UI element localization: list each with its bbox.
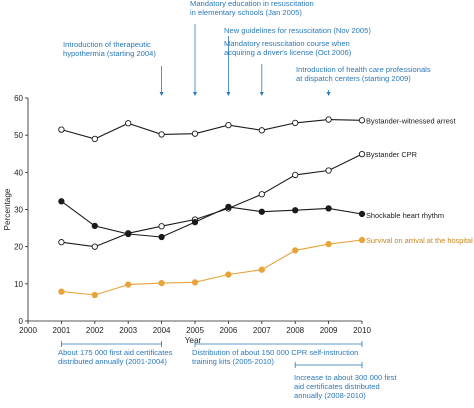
series-label: Bystander-witnessed arrest <box>366 116 456 125</box>
data-point <box>91 243 98 250</box>
x-tick-label: 2003 <box>119 326 137 335</box>
data-point <box>258 266 265 273</box>
data-point <box>158 233 165 241</box>
series-label: Bystander CPR <box>366 150 417 159</box>
data-point <box>292 207 299 214</box>
x-tick-label: 2002 <box>86 326 104 335</box>
data-point <box>292 171 299 179</box>
data-point <box>258 191 265 198</box>
arrow-head <box>193 92 197 96</box>
data-point <box>58 288 65 295</box>
x-axis-title: Year <box>185 336 202 345</box>
series-line <box>61 239 363 296</box>
series-line <box>61 153 363 248</box>
y-axis-title: Percentage <box>3 188 12 230</box>
data-point <box>125 120 132 127</box>
top-annotation-text: Mandatory education in resuscitation <box>190 0 314 8</box>
bottom-annotation-text: distributed annually (2001-2004) <box>58 357 167 366</box>
y-tick-label: 0 <box>19 317 24 326</box>
data-point <box>191 218 199 226</box>
x-tick-label: 2008 <box>286 326 304 335</box>
arrow-head <box>226 92 231 96</box>
chart-series <box>58 116 366 299</box>
x-tick-label: 2007 <box>253 326 271 335</box>
y-tick-label: 30 <box>14 206 23 215</box>
data-point <box>91 135 98 143</box>
data-point <box>91 222 98 230</box>
data-point <box>325 205 332 212</box>
data-point <box>58 198 65 205</box>
bottom-annotation-text: Distribution of about 150 000 CPR self-i… <box>192 348 358 357</box>
bottom-annotation-text: aid certificates distributed <box>294 382 380 391</box>
series-line <box>61 200 363 238</box>
data-point <box>158 279 165 287</box>
data-point <box>125 281 132 288</box>
data-point <box>325 167 332 174</box>
arrow-head <box>159 92 164 96</box>
x-tick-label: 2010 <box>353 326 371 335</box>
y-tick-label: 20 <box>14 243 23 252</box>
data-point <box>325 116 332 123</box>
x-tick-label: 2009 <box>320 326 338 335</box>
data-point <box>225 203 232 211</box>
data-point <box>292 247 299 254</box>
data-point <box>58 239 65 246</box>
y-tick-label: 40 <box>14 168 23 177</box>
data-point <box>358 150 366 158</box>
data-point <box>292 119 299 127</box>
bottom-annotation-text: annually (2008-2010) <box>294 391 366 400</box>
data-point <box>225 271 232 278</box>
data-point <box>158 131 165 138</box>
x-tick-label: 2004 <box>153 326 171 335</box>
data-point <box>258 208 265 215</box>
data-point <box>258 127 265 134</box>
chart-axes: 0 10 20 30 40 50 60 2000 2001 2002 2003 2004 2005 200… <box>3 94 371 345</box>
x-tick-label: 2006 <box>220 326 238 335</box>
top-annotation-text: Mandatory resuscitation course when <box>224 39 350 48</box>
top-annotation-text: hypothermia (starting 2004) <box>63 49 156 58</box>
arrow-head <box>259 92 264 96</box>
data-point <box>58 126 65 133</box>
series-label: Shockable heart rhythm <box>366 211 444 220</box>
data-point <box>225 121 232 129</box>
x-tick-label: 2000 <box>19 326 37 335</box>
series-labels: Bystander-witnessed arrest Bystander CPR S… <box>366 116 473 245</box>
y-tick-label: 50 <box>14 131 23 140</box>
data-point <box>158 223 165 230</box>
top-annotation-text: Introduction of health care professional… <box>296 65 431 74</box>
top-annotation-text: New guidelines for resuscitation (Nov 20… <box>224 26 371 35</box>
bottom-annotation-text: About 175 000 first aid certificates <box>58 348 173 357</box>
series-line <box>61 119 363 140</box>
bottom-annotation-text: training kits (2005-2010) <box>192 357 274 366</box>
data-point <box>191 279 199 286</box>
data-point <box>91 291 98 299</box>
x-tick-label: 2005 <box>186 326 204 335</box>
arrow-head <box>326 92 331 96</box>
data-point <box>325 240 332 248</box>
data-point <box>191 130 199 137</box>
top-annotation-text: acquiring a driver's license (Oct 2006) <box>224 48 352 57</box>
data-point <box>358 117 366 124</box>
top-annotation-text: in elementary schools (Jan 2005) <box>190 8 302 17</box>
data-point <box>358 236 366 244</box>
top-annotation-text: at dispatch centers (starting 2009) <box>296 74 411 83</box>
top-annotation-text: Introduction of therapeutic <box>63 40 151 49</box>
y-tick-label: 60 <box>14 94 23 103</box>
x-tick-label: 2001 <box>53 326 71 335</box>
data-point <box>125 230 132 238</box>
data-point <box>358 210 366 218</box>
bottom-annotation-text: Increase to about 300 000 first <box>294 373 397 382</box>
series-label: Survival on arrival at the hospital <box>366 236 473 245</box>
y-tick-label: 10 <box>14 280 23 289</box>
